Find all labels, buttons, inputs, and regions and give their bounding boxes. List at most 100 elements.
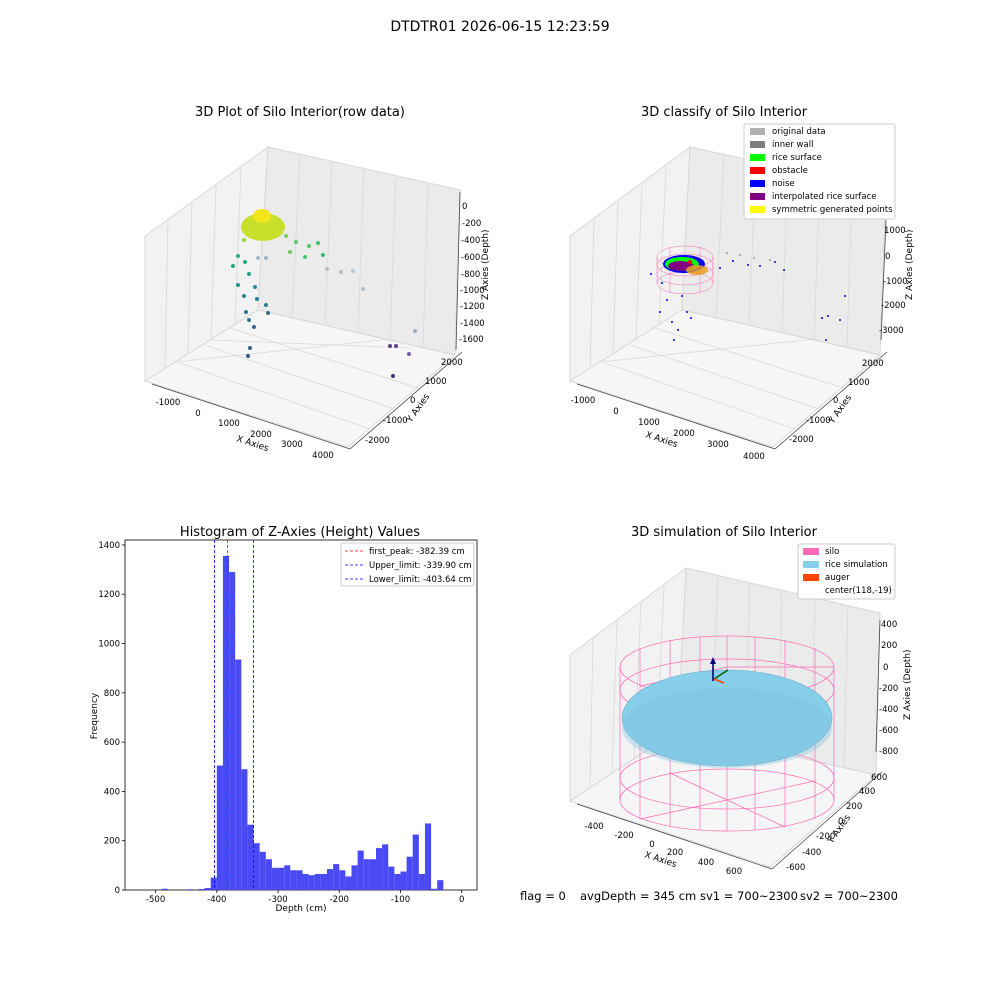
- histogram-bar: [363, 859, 370, 890]
- histogram-bar: [351, 865, 358, 890]
- noise-point: [732, 260, 734, 262]
- raw-point: [316, 241, 320, 245]
- raw-point: [243, 260, 247, 264]
- y-axis-line: [774, 351, 888, 450]
- legend-classify: original data inner wall rice surface ob…: [743, 123, 896, 220]
- x-tick-raw-3: 2000: [250, 430, 272, 440]
- raw-point: [242, 294, 246, 298]
- raw-point: [247, 318, 251, 322]
- original-point: [768, 258, 772, 262]
- histogram-bar: [247, 824, 254, 890]
- legend-label-inner-wall: inner wall: [772, 140, 813, 150]
- y-tick-raw-2: 0: [410, 396, 415, 406]
- histogram-bar: [345, 876, 352, 890]
- status-sv1: sv1 = 700~2300: [700, 889, 798, 903]
- raw-point: [361, 287, 365, 291]
- x-tick-label: -400: [207, 895, 226, 905]
- noise-point: [783, 269, 785, 271]
- chart-title-histogram: Histogram of Z-Axies (Height) Values: [180, 525, 420, 540]
- z-axis-line: [455, 191, 461, 351]
- raw-point: [242, 238, 246, 242]
- y-tick-labels: 0 200 400 600 800 1000 1200 1400: [98, 541, 125, 896]
- y-tick-sim-1: 400: [859, 787, 875, 797]
- auger-axis-x: [713, 678, 725, 684]
- histogram-bar: [339, 870, 346, 890]
- z-tick-labels: 400 200 0 -200 -400 -600 -800: [879, 620, 898, 757]
- histogram-bar: [437, 880, 444, 890]
- status-avg-depth: avgDepth = 345 cm: [580, 889, 696, 903]
- y-tick-raw-3: -1000: [383, 416, 408, 426]
- z-tick-raw-5: -1000: [460, 286, 485, 296]
- z-tick-raw-3: -600: [461, 253, 480, 263]
- y-tick-label: 1400: [98, 541, 120, 551]
- x-tick-cls-0: -1000: [571, 396, 596, 406]
- noise-point: [839, 319, 841, 321]
- legend-swatch-symmetric: [750, 206, 765, 213]
- status-footer: flag = 0 avgDepth = 345 cm sv1 = 700~230…: [520, 889, 898, 903]
- raw-point: [247, 272, 251, 276]
- raw-point-peak: [253, 209, 271, 223]
- x-tick-sim-1: -200: [614, 831, 633, 841]
- noise-point: [827, 315, 829, 317]
- y-tick-cls-2: 0: [833, 396, 838, 406]
- legend-swatch-rice-surface: [750, 154, 765, 161]
- y-axis-label-raw: Y Axies: [405, 392, 433, 425]
- raw-point: [264, 303, 268, 307]
- legend-label-symmetric: symmetric generated points: [772, 205, 893, 215]
- raw-point: [264, 256, 268, 260]
- raw-point: [321, 253, 325, 257]
- y-axis-line: [349, 351, 463, 450]
- histogram-bar: [369, 859, 376, 890]
- gridlines: [164, 153, 429, 430]
- x-tick-cls-5: 4000: [743, 452, 765, 462]
- silo-spoke: [726, 780, 816, 801]
- legend-swatch-auger: [803, 574, 819, 581]
- panel-simulation: 3D simulation of Silo Interior -400 -200…: [568, 525, 913, 877]
- histogram-bar: [308, 875, 315, 890]
- histogram-bar: [296, 870, 303, 890]
- histogram-reference-lines: [214, 540, 255, 890]
- raw-point: [256, 256, 260, 260]
- legend-swatch-original: [750, 128, 765, 135]
- z-axis-label-cls: Z Axies (Depth): [905, 229, 915, 300]
- histogram-bar: [241, 769, 248, 890]
- z-tick-cls-1: 0: [885, 252, 890, 262]
- histogram-bar: [333, 864, 340, 890]
- y-tick-cls-0: 2000: [862, 359, 884, 369]
- y-tick-sim-5: -400: [802, 848, 821, 858]
- histogram-bar: [161, 888, 168, 890]
- histogram-bar: [186, 889, 193, 890]
- histogram-bar: [271, 867, 279, 890]
- y-tick-cls-3: -1000: [806, 416, 831, 426]
- histogram-bar: [320, 873, 328, 890]
- raw-point: [394, 344, 398, 348]
- histogram-bar: [418, 873, 425, 890]
- x-tick-raw-1: 0: [195, 409, 200, 419]
- legend-label-silo: silo: [825, 547, 839, 557]
- histogram-bar: [388, 866, 395, 890]
- noise-point: [747, 264, 749, 266]
- noise-point: [690, 317, 692, 319]
- z-tick-raw-4: -800: [461, 270, 480, 280]
- histogram-bar: [259, 851, 266, 890]
- z-tick-raw-7: -1400: [460, 319, 485, 329]
- status-flag: flag = 0: [520, 889, 566, 903]
- y-tick-raw-1: 1000: [425, 377, 447, 387]
- original-point: [725, 251, 729, 255]
- z-tick-sim-0: 400: [881, 620, 897, 630]
- raw-point: [339, 270, 343, 274]
- pane-floor: [568, 309, 882, 448]
- legend-swatch-obstacle: [750, 167, 765, 174]
- histogram-bar: [412, 834, 419, 890]
- z-tick-sim-1: 200: [881, 641, 897, 651]
- histogram-bar: [406, 856, 413, 890]
- noise-point: [719, 267, 721, 269]
- z-tick-cls-0: 1000: [884, 226, 906, 236]
- raw-point: [303, 255, 307, 259]
- x-axis-line: [151, 383, 351, 450]
- histogram-bar: [216, 765, 223, 890]
- noise-point: [673, 339, 675, 341]
- y-tick-label: 600: [104, 738, 120, 748]
- y-tick-label: 0: [115, 886, 120, 896]
